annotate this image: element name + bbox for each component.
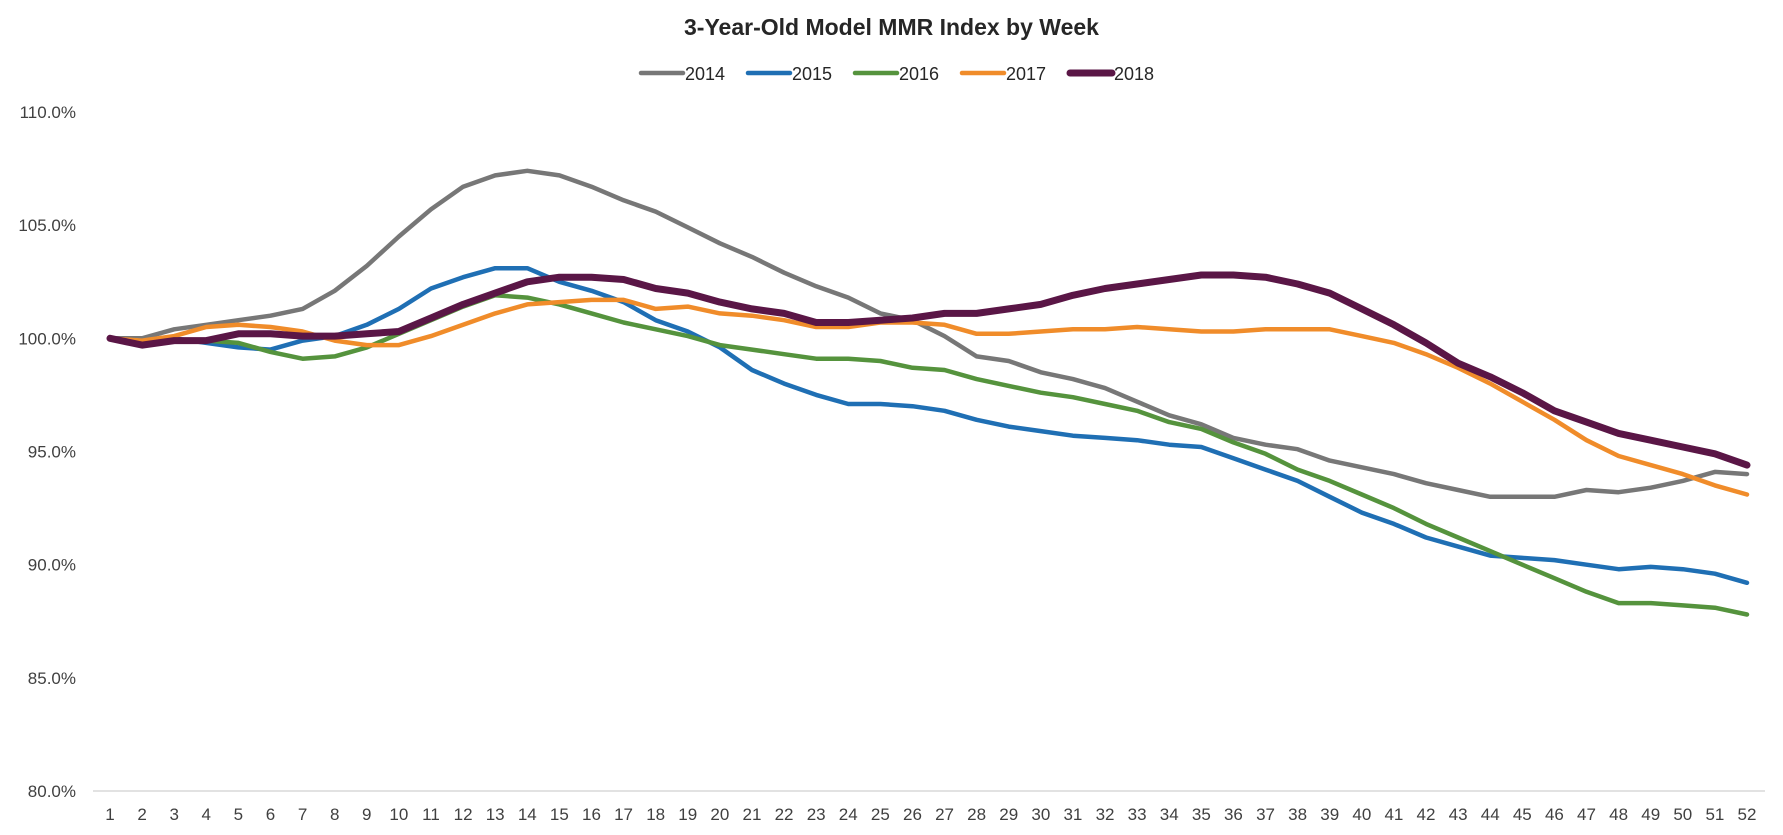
series-line-2017 [107,297,1750,497]
x-tick-label: 20 [710,805,729,824]
x-tick-label: 22 [775,805,794,824]
legend-label-2016: 2016 [899,64,939,84]
x-tick-label: 45 [1513,805,1532,824]
y-tick-label: 105.0% [18,216,76,235]
x-tick-label: 21 [742,805,761,824]
y-axis: 80.0% 85.0% 90.0% 95.0% 100.0% 105.0% 110.0% [18,103,76,801]
series-line-2018 [106,271,1751,469]
x-tick-label: 32 [1096,805,1115,824]
legend-label-2014: 2014 [685,64,725,84]
x-tick-label: 6 [266,805,275,824]
x-tick-label: 9 [362,805,371,824]
x-tick-label: 8 [330,805,339,824]
x-tick-label: 16 [582,805,601,824]
x-tick-label: 28 [967,805,986,824]
x-tick-label: 31 [1063,805,1082,824]
x-tick-label: 49 [1641,805,1660,824]
x-tick-label: 34 [1160,805,1179,824]
legend-label-2017: 2017 [1006,64,1046,84]
series-line-2016 [107,293,1750,617]
x-tick-label: 3 [169,805,178,824]
x-tick-label: 14 [518,805,537,824]
series-line-2015 [107,265,1750,586]
x-tick-label: 23 [807,805,826,824]
x-tick-label: 7 [298,805,307,824]
x-tick-label: 37 [1256,805,1275,824]
x-axis: 1 2 3 4 5 6 7 8 9 10 11 12 13 14 15 16 17 18 19 20 21 22 23 24 2… [93,790,1765,824]
x-tick-label: 13 [486,805,505,824]
x-tick-label: 17 [614,805,633,824]
series-line-2014 [107,168,1750,500]
x-tick-label: 43 [1449,805,1468,824]
x-tick-label: 51 [1705,805,1724,824]
x-tick-label: 47 [1577,805,1596,824]
chart-title: 3-Year-Old Model MMR Index by Week [684,14,1099,40]
x-tick-label: 27 [935,805,954,824]
x-tick-label: 2 [137,805,146,824]
x-tick-label: 24 [839,805,858,824]
x-tick-label: 39 [1320,805,1339,824]
x-tick-label: 42 [1417,805,1436,824]
series-lines [106,168,1751,617]
x-tick-label: 1 [105,805,114,824]
x-tick-label: 12 [454,805,473,824]
x-tick-label: 36 [1224,805,1243,824]
legend: 2014 2015 2016 2017 2018 [638,64,1154,84]
x-tick-label: 44 [1481,805,1500,824]
legend-label-2018: 2018 [1114,64,1154,84]
y-tick-label: 110.0% [20,103,76,122]
x-tick-label: 46 [1545,805,1564,824]
x-tick-label: 29 [999,805,1018,824]
x-tick-label: 5 [234,805,243,824]
x-tick-label: 15 [550,805,569,824]
x-tick-label: 30 [1031,805,1050,824]
x-tick-label: 40 [1352,805,1371,824]
x-tick-label: 25 [871,805,890,824]
x-tick-label: 41 [1384,805,1403,824]
y-tick-label: 95.0% [28,443,76,462]
x-tick-label: 10 [389,805,408,824]
x-tick-label: 33 [1128,805,1147,824]
x-tick-label: 11 [422,805,440,824]
x-tick-label: 35 [1192,805,1211,824]
y-tick-label: 100.0% [18,329,76,348]
y-tick-label: 85.0% [28,669,76,688]
x-tick-label: 48 [1609,805,1628,824]
x-tick-label: 50 [1673,805,1692,824]
x-tick-label: 19 [678,805,697,824]
y-tick-label: 90.0% [28,556,76,575]
x-tick-label: 4 [202,805,211,824]
legend-label-2015: 2015 [792,64,832,84]
x-tick-label: 26 [903,805,922,824]
x-tick-label: 38 [1288,805,1307,824]
x-tick-label: 18 [646,805,665,824]
y-tick-label: 80.0% [28,782,76,801]
x-tick-label: 52 [1738,805,1757,824]
